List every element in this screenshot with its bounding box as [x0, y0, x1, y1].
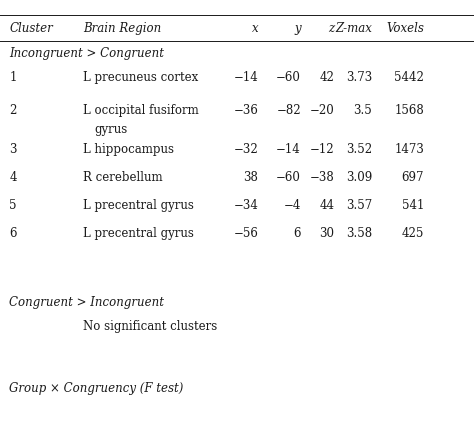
Text: R cerebellum: R cerebellum [83, 171, 163, 184]
Text: L hippocampus: L hippocampus [83, 143, 174, 156]
Text: L precentral gyrus: L precentral gyrus [83, 227, 194, 240]
Text: 2: 2 [9, 104, 17, 117]
Text: 6: 6 [9, 227, 17, 240]
Text: 5: 5 [9, 199, 17, 212]
Text: 1: 1 [9, 71, 17, 84]
Text: 5442: 5442 [394, 71, 424, 84]
Text: 3: 3 [9, 143, 17, 156]
Text: 3.73: 3.73 [346, 71, 372, 84]
Text: −20: −20 [310, 104, 334, 117]
Text: Incongruent > Congruent: Incongruent > Congruent [9, 48, 164, 60]
Text: 3.52: 3.52 [346, 143, 372, 156]
Text: −60: −60 [276, 171, 301, 184]
Text: −32: −32 [234, 143, 258, 156]
Text: −14: −14 [276, 143, 301, 156]
Text: 1473: 1473 [394, 143, 424, 156]
Text: Group × Congruency (F test): Group × Congruency (F test) [9, 382, 184, 395]
Text: 30: 30 [319, 227, 334, 240]
Text: −34: −34 [234, 199, 258, 212]
Text: 541: 541 [402, 199, 424, 212]
Text: 38: 38 [244, 171, 258, 184]
Text: −82: −82 [276, 104, 301, 117]
Text: y: y [294, 22, 301, 35]
Text: No significant clusters: No significant clusters [83, 320, 217, 333]
Text: −60: −60 [276, 71, 301, 84]
Text: −4: −4 [283, 199, 301, 212]
Text: Voxels: Voxels [386, 22, 424, 35]
Text: 425: 425 [402, 227, 424, 240]
Text: x: x [252, 22, 258, 35]
Text: gyrus: gyrus [95, 123, 128, 136]
Text: 3.58: 3.58 [346, 227, 372, 240]
Text: Congruent > Incongruent: Congruent > Incongruent [9, 296, 164, 309]
Text: L occipital fusiform: L occipital fusiform [83, 104, 199, 117]
Text: −56: −56 [234, 227, 258, 240]
Text: Brain Region: Brain Region [83, 22, 161, 35]
Text: L precuneus cortex: L precuneus cortex [83, 71, 198, 84]
Text: 4: 4 [9, 171, 17, 184]
Text: −38: −38 [310, 171, 334, 184]
Text: 3.5: 3.5 [353, 104, 372, 117]
Text: −14: −14 [234, 71, 258, 84]
Text: Z-max: Z-max [335, 22, 372, 35]
Text: 6: 6 [293, 227, 301, 240]
Text: 42: 42 [319, 71, 334, 84]
Text: 3.57: 3.57 [346, 199, 372, 212]
Text: −36: −36 [234, 104, 258, 117]
Text: L precentral gyrus: L precentral gyrus [83, 199, 194, 212]
Text: Cluster: Cluster [9, 22, 53, 35]
Text: −12: −12 [310, 143, 334, 156]
Text: 3.09: 3.09 [346, 171, 372, 184]
Text: 697: 697 [402, 171, 424, 184]
Text: z: z [328, 22, 334, 35]
Text: 1568: 1568 [394, 104, 424, 117]
Text: 44: 44 [319, 199, 334, 212]
